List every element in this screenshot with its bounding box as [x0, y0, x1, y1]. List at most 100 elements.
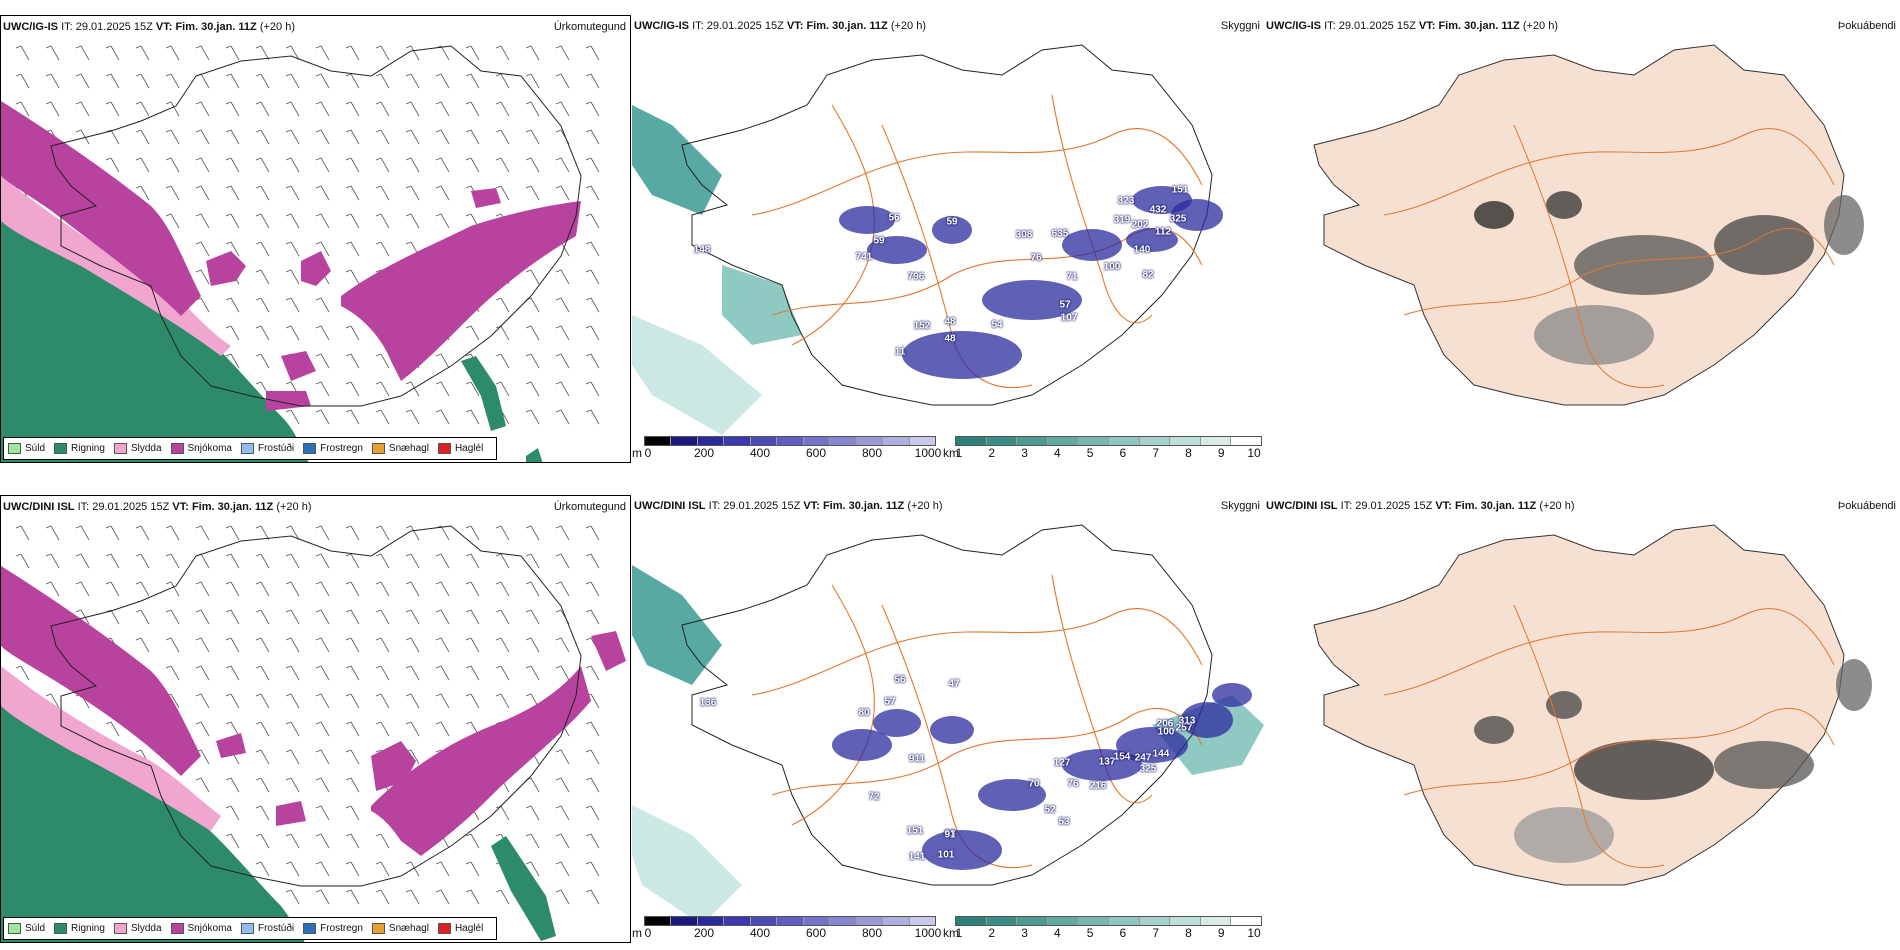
legend-item: Rigning: [54, 443, 105, 454]
legend-swatch: [371, 923, 385, 934]
cloud-base-label: 47: [948, 678, 960, 690]
colorbar-tick: 1000: [914, 446, 942, 460]
vt-value: Fim. 30.jan. 11Z: [1454, 500, 1537, 512]
colorbar-tick: 800: [861, 926, 883, 940]
fog-patch: [1534, 305, 1654, 365]
cloud-base-label: 323: [1117, 195, 1135, 207]
legend-item: Frostregn: [303, 443, 363, 454]
cloud-base-label: 59: [946, 216, 958, 228]
fog-index-map: [1313, 524, 1872, 886]
vt-value: Fim. 30.jan. 11Z: [191, 501, 274, 513]
lead-time: (+20 h): [907, 500, 943, 512]
colorbar-tick: 800: [861, 446, 883, 460]
visibility-area: [632, 805, 742, 925]
rigning-area: [1, 696, 305, 942]
cloud-base-map: [632, 44, 1223, 435]
vt-label: VT:: [155, 21, 173, 33]
cloud-base-label: 148: [693, 244, 711, 256]
legend-swatch: [170, 923, 184, 934]
it-label: IT:: [1340, 500, 1353, 512]
model-name: UWC/DINI ISL: [3, 501, 75, 513]
colorbar-tick: 10: [1247, 926, 1261, 940]
colorbar-tick: 3: [1021, 446, 1028, 460]
header: UWC/IG-IS IT: 29.01.2025 15Z VT: Fim. 30…: [634, 20, 926, 32]
model-name: UWC/IG-IS: [3, 21, 58, 33]
colorbar-unit: m: [632, 446, 642, 460]
cloud-base-label: 80: [858, 707, 870, 719]
colorbar-tick: 400: [749, 926, 771, 940]
legend-item: Slydda: [113, 923, 162, 934]
colorbar-ramp: [955, 436, 1262, 446]
fog-patch: [1574, 235, 1714, 295]
fog-patches: [1474, 659, 1872, 863]
legend-swatch: [371, 443, 385, 454]
cloud-base-label: 635: [1051, 228, 1069, 240]
colorbar-unit: km: [943, 446, 959, 460]
fog-panel-top: UWC/IG-IS IT: 29.01.2025 15Z VT: Fim. 30…: [1264, 15, 1900, 463]
legend-item: Snjókoma: [170, 443, 232, 454]
precip-legend: Súld Rigning Slydda Snjókoma Frostúði Frostre…: [3, 917, 498, 940]
vt-label: VT:: [1435, 500, 1452, 512]
colorbar-tick: 4: [1053, 926, 1061, 940]
cloud-base-label: 91: [944, 829, 956, 841]
legend-swatch: [240, 923, 254, 934]
legend-label: Súld: [25, 923, 46, 934]
iceland-outline: [681, 44, 1213, 406]
cloud-cell: [1181, 702, 1233, 738]
legend-label: Frostúði: [257, 443, 295, 454]
fog-patch: [1474, 201, 1514, 229]
colorbar-tick: 5: [1086, 926, 1094, 940]
model-name: UWC/DINI ISL: [634, 500, 706, 512]
colorbar-ramp: [644, 916, 936, 926]
rigning-area: [526, 448, 543, 462]
legend-item: Snjókoma: [170, 923, 232, 934]
it-value: 29.01.2025 15Z: [1338, 20, 1416, 32]
cloud-base-label: 54: [991, 319, 1003, 331]
snjokoma-area: [301, 251, 331, 286]
cloud-base-label: 53: [1058, 816, 1070, 828]
visibility-area: [632, 105, 722, 215]
fog-patch: [1514, 807, 1614, 863]
slydda-area: [1, 176, 231, 356]
cloud-base-label: 56: [894, 674, 906, 686]
cloud-cell: [930, 716, 974, 744]
colorbar-tick: 4: [1053, 446, 1061, 460]
legend-swatch: [54, 923, 68, 934]
cloud-base-label: 71: [1066, 271, 1078, 283]
cloud-base-label: 319: [1113, 214, 1131, 226]
colorbar-tick: 400: [749, 446, 771, 460]
cloud-cell: [902, 331, 1022, 379]
legend-swatch: [8, 923, 21, 934]
legend-item: Frostregn: [303, 923, 363, 934]
legend-item: Snæhagl: [371, 443, 429, 454]
colorbar-unit: m: [632, 926, 642, 940]
legend-label: Slydda: [130, 923, 162, 934]
cloud-base-label: 257: [1175, 722, 1193, 734]
header: UWC/IG-IS IT: 29.01.2025 15Z VT: Fim. 30…: [1266, 20, 1558, 32]
snjokoma-area: [371, 666, 591, 856]
legend-label: Haglél: [454, 443, 484, 454]
visibility-colorbar: km 1 2 3 4 5 6 7 8 9 10: [943, 916, 1265, 940]
fog-patch: [1574, 740, 1714, 800]
legend-label: Súld: [25, 443, 46, 454]
iceland-outline: [50, 525, 582, 887]
cloud-cell: [982, 280, 1082, 320]
snjokoma-area: [276, 801, 306, 826]
legend-item: Súld: [8, 443, 45, 454]
cloud-base-map: [632, 524, 1264, 925]
legend-swatch: [240, 443, 254, 454]
lead-time: (+20 h): [890, 20, 927, 32]
cloud-base-label: 313: [1178, 715, 1196, 727]
legend-label: Frostregn: [320, 443, 363, 454]
colorbar-tick: 600: [805, 446, 827, 460]
vt-label: VT:: [172, 501, 189, 513]
cloud-base-label: 151: [906, 825, 924, 837]
it-value: 29.01.2025 15Z: [75, 21, 153, 33]
legend-item: Frostúði: [240, 923, 294, 934]
legend-swatch: [437, 443, 451, 454]
colorbar-tick: 1000: [914, 926, 942, 940]
precip-type-map: [1, 45, 600, 462]
it-value: 29.01.2025 15Z: [1355, 500, 1433, 512]
fog-panel-bottom: UWC/DINI ISL IT: 29.01.2025 15Z VT: Fim.…: [1264, 495, 1900, 943]
fog-patch: [1546, 191, 1582, 219]
